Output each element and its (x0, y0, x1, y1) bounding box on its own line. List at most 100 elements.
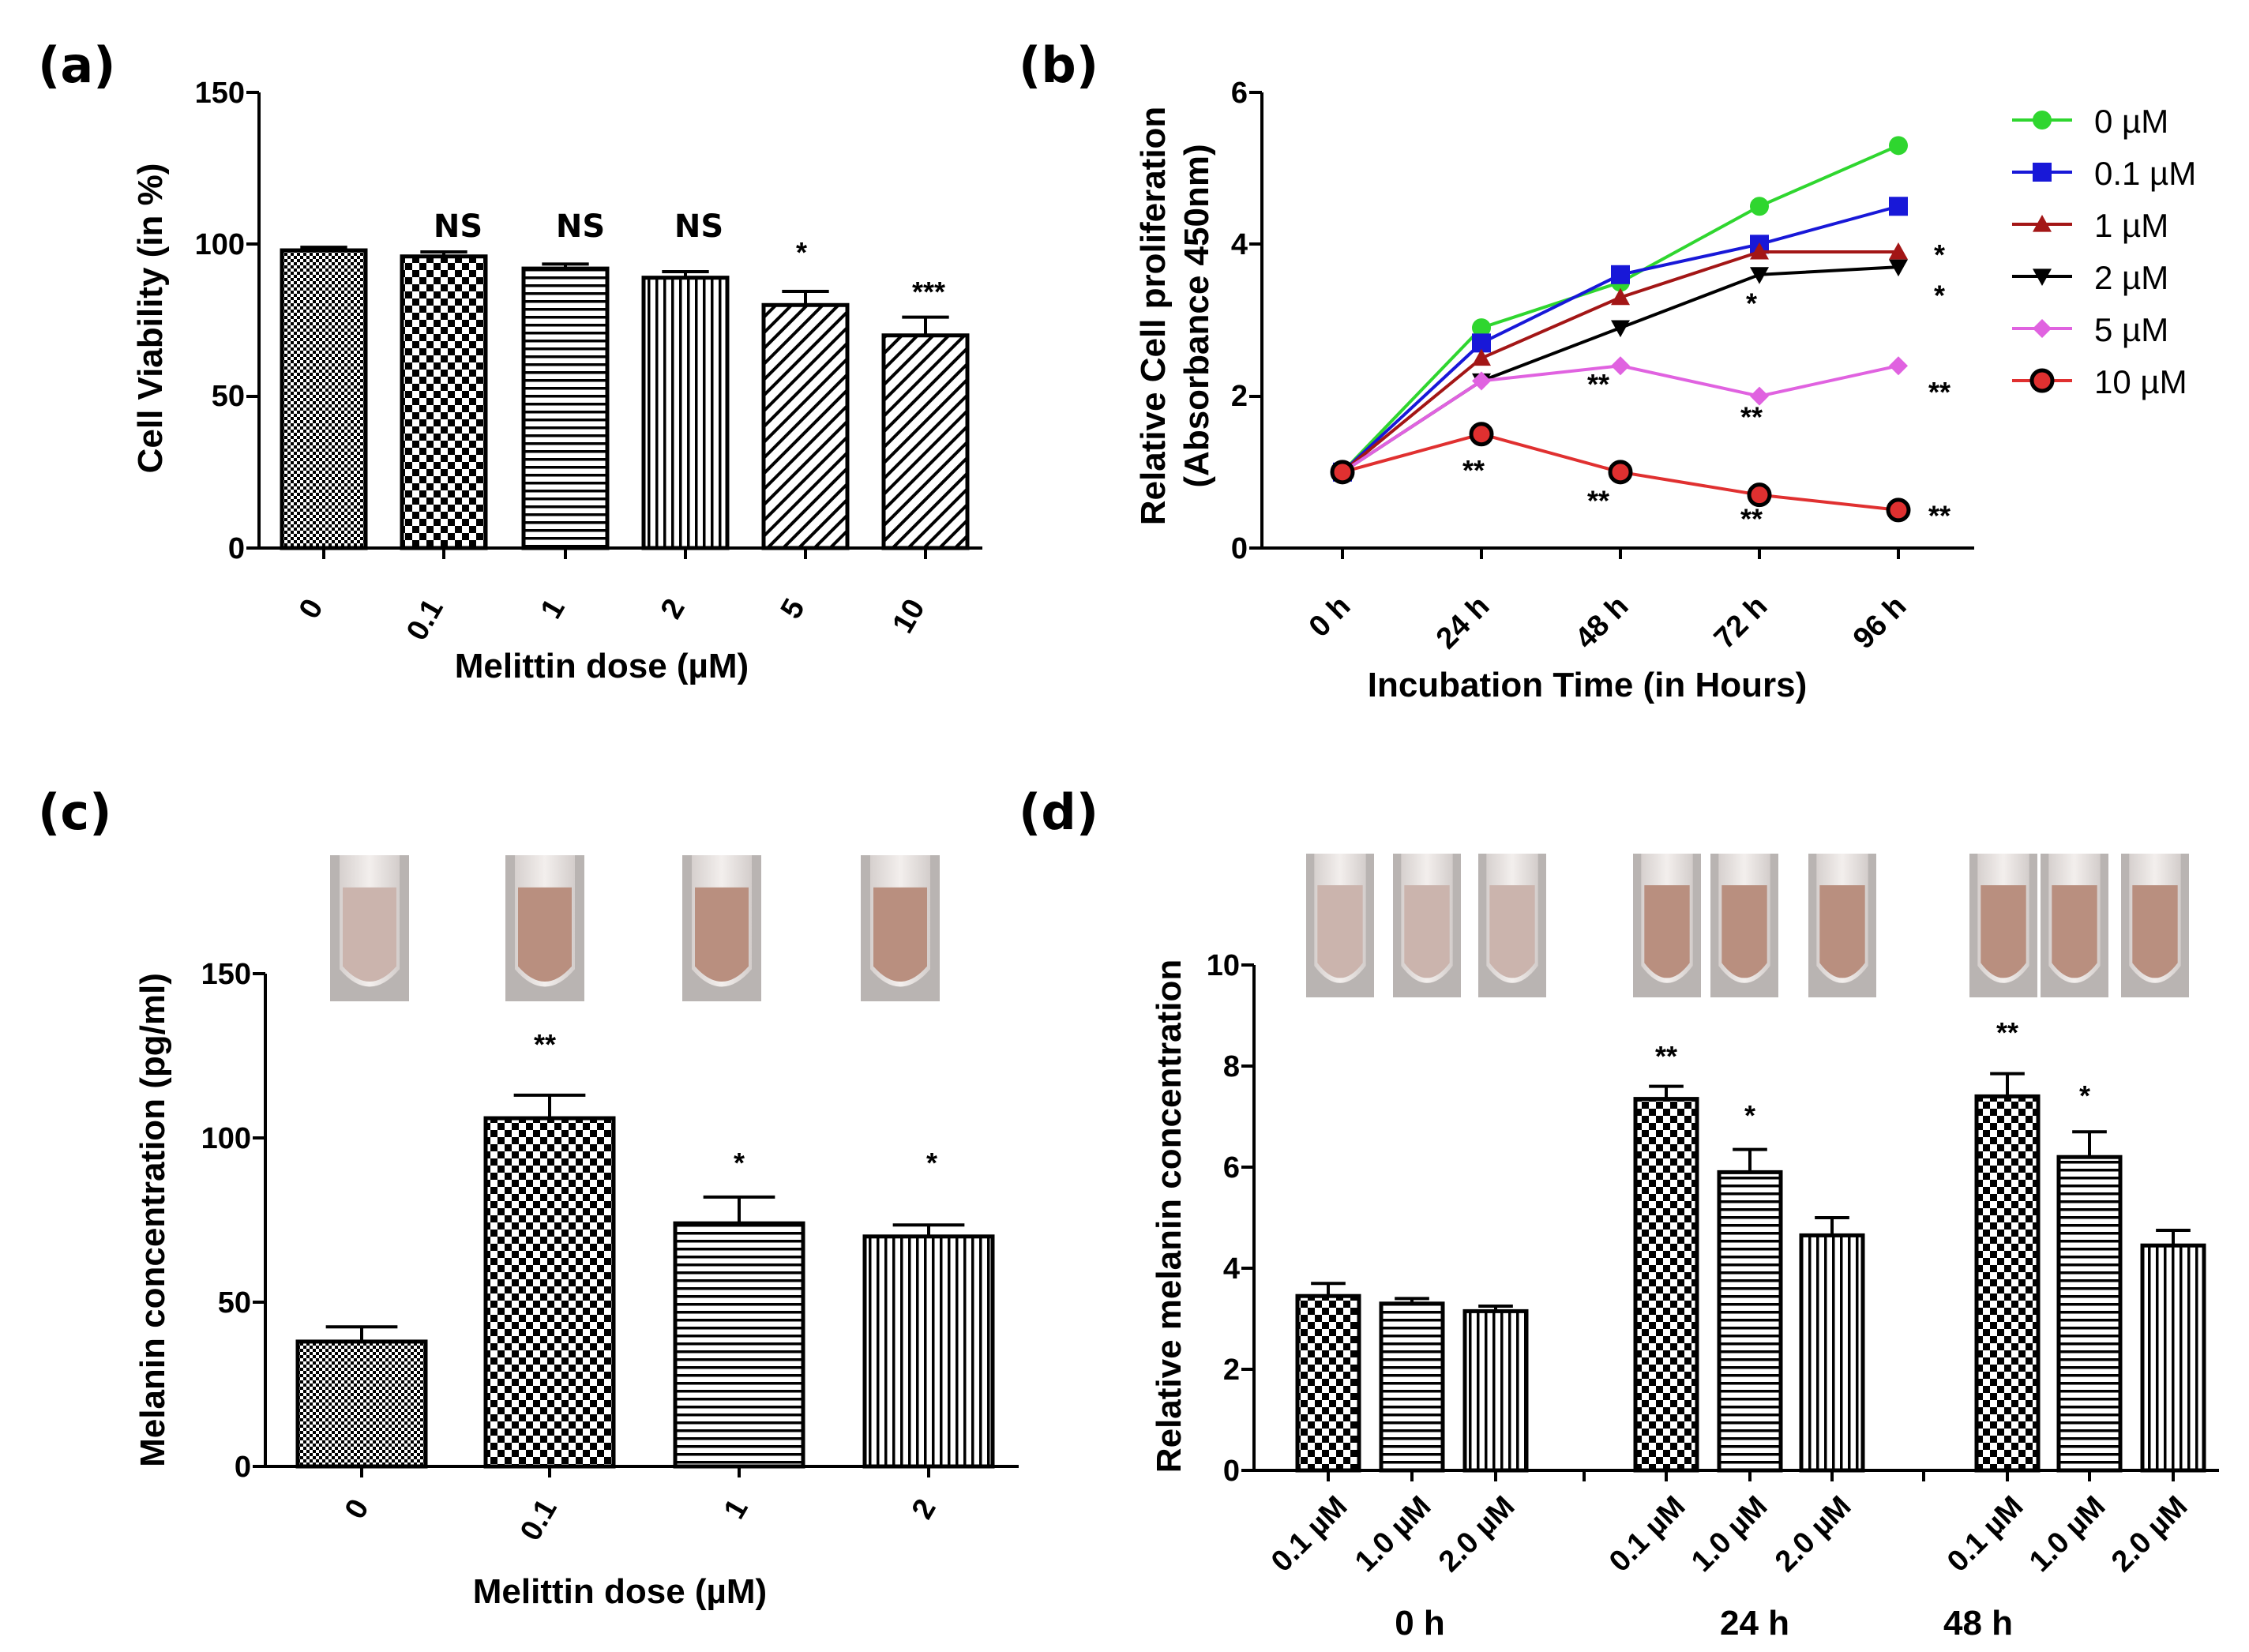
panel-c-xtick-0: 0 (339, 1494, 376, 1525)
panel-c-ytick-50: 50 (218, 1286, 251, 1320)
panel-b-series-5 (1330, 422, 1911, 523)
panel-b-ytick-0: 0 (1231, 532, 1248, 565)
panel-b-line-4 (1341, 364, 1899, 474)
panel-a-letter: (a) (38, 36, 116, 94)
panel-a: (a) 0 50 100 150 0 0.1 1 2 5 10 NS NS NS… (38, 36, 982, 685)
panel-d-ytick-6: 6 (1223, 1151, 1240, 1185)
panel-a-ylabel: Cell Viability (in %) (131, 163, 170, 474)
panel-b-annotation-8: ** (1928, 376, 1951, 408)
panel-d-xtick-48h-0-1: 0.1 µM (1941, 1490, 2029, 1579)
panel-d-tube-4-liquid (1721, 885, 1767, 978)
panel-b-ytick-4: 4 (1231, 228, 1248, 261)
panel-b-series-1 (1333, 197, 1908, 482)
panel-b-xlabel: Incubation Time (in Hours) (1368, 666, 1808, 704)
panel-d-xtick-24h-0-1: 0.1 µM (1603, 1490, 1691, 1579)
legend-label-0-1uM: 0.1 µM (2094, 155, 2196, 192)
panel-d-group-48h: 48 h (1943, 1604, 2013, 1643)
panel-b-point-5-1 (1469, 422, 1494, 447)
panel-d-ylabel: Relative melanin concentration (1150, 959, 1188, 1473)
panel-c-ytick-100: 100 (201, 1122, 251, 1155)
panel-c-tube-1 (505, 855, 584, 1001)
panel-a-y-ticks: 0 50 100 150 (195, 77, 245, 565)
panel-d-tube-3-liquid (1644, 885, 1690, 978)
panel-d-bar-0-1 (1379, 1301, 1445, 1473)
panel-d-tube-7-liquid (2052, 885, 2097, 978)
panel-d-bar-2-1 (2056, 1155, 2123, 1473)
panel-c-bars (295, 1093, 995, 1469)
panel-d-bars (1295, 1072, 2206, 1473)
panel-a-sig-10: *** (912, 276, 945, 308)
panel-c: (c) 0 50 100 150 ** * * 0 0.1 1 2 Melitt… (38, 783, 1019, 1611)
panel-b-series (1330, 136, 1911, 523)
panel-b-xtick-72h: 72 h (1708, 590, 1774, 655)
panel-a-bar-5 (881, 333, 970, 550)
panel-d-tube-5 (1808, 854, 1876, 997)
panel-c-tube-3-liquid (873, 887, 927, 982)
panel-d-tube-7 (2041, 854, 2108, 997)
panel-d-ytick-10: 10 (1207, 949, 1240, 982)
legend-marker-4 (2033, 319, 2052, 338)
panel-b-point-4-2 (1611, 356, 1630, 376)
panel-c-tube-2 (682, 855, 761, 1001)
panel-d-tube-6-liquid (1981, 885, 2026, 978)
panel-b-point-0-3 (1750, 197, 1769, 216)
panel-b-legend: 0 µM 0.1 µM 1 µM 2 µM 5 µM 10 µM (2012, 103, 2196, 400)
panel-b-point-1-2 (1611, 265, 1630, 284)
panel-d-tube-5-liquid (1819, 885, 1865, 978)
panel-d-sig-24h-1-0: * (1744, 1099, 1755, 1132)
panel-d-bar-2-2 (2140, 1243, 2206, 1473)
panel-c-letter: (c) (38, 783, 111, 841)
panel-b-point-5-2 (1608, 460, 1633, 485)
panel-b-point-2-4 (1889, 242, 1908, 260)
panel-a-sig-0-1: NS (434, 208, 482, 245)
panel-c-tube-photos (330, 855, 940, 1001)
legend-marker-0 (2033, 111, 2052, 130)
panel-d-ytick-8: 8 (1223, 1050, 1240, 1083)
panel-d-ytick-4: 4 (1223, 1252, 1240, 1286)
panel-b-xtick-96h: 96 h (1847, 590, 1913, 655)
panel-a-sig-2: NS (674, 208, 723, 245)
panel-d-letter: (d) (1019, 783, 1098, 841)
panel-d-tube-1-liquid (1404, 885, 1450, 978)
panel-b-annotation-9: ** (1928, 500, 1951, 532)
panel-d-bar-0-0 (1295, 1293, 1361, 1473)
panel-a-significance: NS NS NS * *** (434, 208, 945, 308)
panel-b-point-4-4 (1889, 356, 1908, 376)
panel-b-y-ticks: 0 2 4 6 (1231, 77, 1248, 565)
panel-c-tube-2-liquid (695, 887, 749, 982)
panel-d-xtick-0h-2-0: 2.0 µM (1432, 1490, 1521, 1579)
panel-d-tube-2 (1478, 854, 1546, 997)
panel-b-point-5-4 (1886, 497, 1911, 523)
panel-a-sig-1: NS (556, 208, 605, 245)
panel-c-xtick-0-1: 0.1 (514, 1494, 564, 1547)
panel-d-sig-48h-0-1: ** (1996, 1016, 2018, 1049)
panel-d-sig-48h-1-0: * (2079, 1079, 2090, 1112)
panel-c-bar-2 (673, 1221, 805, 1469)
panel-c-significance: ** * * (534, 1028, 937, 1179)
panel-d-tube-photos (1306, 854, 2189, 997)
panel-b-annotation-0: ** (1462, 454, 1485, 486)
panel-c-tube-0-liquid (343, 887, 396, 982)
legend-marker-3 (2033, 268, 2052, 286)
panel-a-x-ticks: 0 0.1 1 2 5 10 (293, 594, 932, 647)
panel-b-annotation-2: ** (1587, 484, 1609, 516)
panel-c-sig-2: * (926, 1147, 937, 1179)
panel-a-xtick-0: 0 (293, 594, 330, 625)
panel-d-group-labels: 0 h 24 h 48 h (1395, 1604, 2013, 1643)
legend-label-1uM: 1 µM (2094, 207, 2168, 244)
panel-b-series-0 (1333, 136, 1908, 482)
panel-b-annotation-1: ** (1587, 368, 1609, 400)
legend-label-0uM: 0 µM (2094, 103, 2168, 140)
panel-d: (d) 0 2 4 6 8 10 ** * ** * 0.1 µM 1.0 µM… (1019, 783, 2219, 1643)
panel-d-ytick-2: 2 (1223, 1354, 1240, 1387)
panel-a-bar-2 (521, 266, 610, 550)
panel-a-xlabel: Melittin dose (µM) (455, 647, 749, 685)
panel-b-annotation-6: * (1934, 280, 1945, 312)
panel-d-bar-2-0 (1974, 1094, 2041, 1473)
panel-c-sig-0-1: ** (534, 1028, 556, 1061)
panel-b-xtick-24h: 24 h (1430, 590, 1496, 655)
panel-c-ytick-150: 150 (201, 958, 251, 991)
panel-d-tube-1 (1393, 854, 1461, 997)
panel-b-x-ticks: 0 h 24 h 48 h 72 h 96 h (1303, 590, 1913, 655)
panel-b-point-3-2 (1611, 320, 1630, 338)
